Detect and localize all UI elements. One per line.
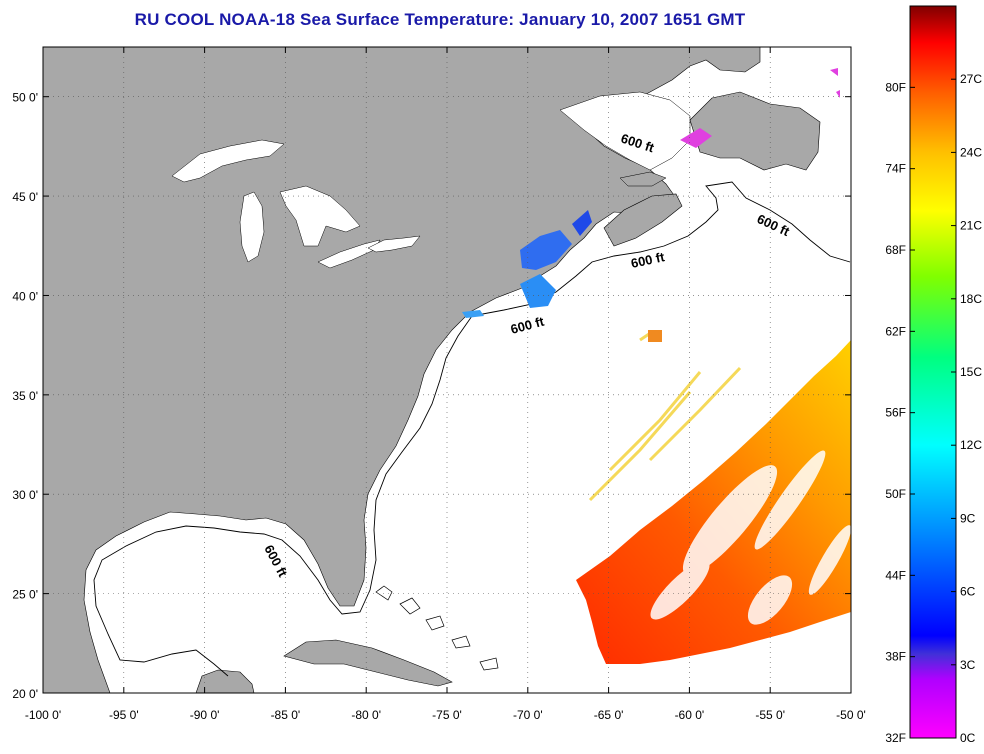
lon-tick-label: -95 0': [109, 708, 139, 722]
lon-tick-label: -75 0': [432, 708, 462, 722]
colorbar-f-label: 62F: [885, 324, 906, 338]
colorbar-f-label: 80F: [885, 80, 906, 94]
lat-tick-label: 20 0': [12, 687, 38, 701]
colorbar-ticks: [910, 78, 956, 739]
colorbar-f-label: 44F: [885, 568, 906, 582]
contour-600ft-south: [93, 315, 473, 677]
sst-cold-coastal: [462, 210, 592, 318]
colorbar-c-label: 3C: [960, 658, 976, 672]
lake-huron: [279, 185, 361, 247]
lake-ontario: [367, 235, 421, 253]
lon-tick-label: -65 0': [594, 708, 624, 722]
colorbar-c-label: 18C: [960, 292, 982, 306]
colorbar: [909, 5, 957, 739]
sst-cloud-gaps: [650, 450, 851, 625]
lat-tick-label: 40 0': [12, 289, 38, 303]
map-title: RU COOL NOAA-18 Sea Surface Temperature:…: [134, 10, 746, 29]
colorbar-c-label: 9C: [960, 511, 976, 525]
colorbar-f-label: 50F: [885, 487, 906, 501]
colorbar-f-label: 38F: [885, 650, 906, 664]
lon-tick-label: -90 0': [190, 708, 220, 722]
colorbar-fahrenheit-labels: 32F 38F 44F 50F 56F 62F 68F 74F 80F: [885, 80, 906, 745]
lon-tick-label: -100 0': [25, 708, 61, 722]
lat-tick-label: 30 0': [12, 488, 38, 502]
lat-tick-label: 35 0': [12, 389, 38, 403]
bahamas-islands: [375, 585, 499, 671]
cape-breton-land: [603, 193, 683, 247]
colorbar-f-label: 68F: [885, 243, 906, 257]
prince-edward-island: [619, 171, 667, 187]
lat-tick-label: 50 0': [12, 91, 38, 105]
colorbar-c-label: 0C: [960, 731, 976, 745]
lon-tick-label: -55 0': [755, 708, 785, 722]
colorbar-c-label: 15C: [960, 365, 982, 379]
lon-tick-label: -60 0': [675, 708, 705, 722]
colorbar-c-label: 24C: [960, 145, 982, 159]
lon-tick-label: -70 0': [513, 708, 543, 722]
colorbar-c-label: 12C: [960, 438, 982, 452]
gulf-st-lawrence: [559, 91, 691, 171]
lat-tick-label: 45 0': [12, 190, 38, 204]
yucatan-land: [195, 669, 255, 693]
lake-michigan: [239, 191, 265, 263]
lon-tick-label: -50 0': [836, 708, 866, 722]
lon-tick-label: -80 0': [351, 708, 381, 722]
sst-magenta-patches: [680, 68, 840, 148]
sst-yellow-streaks: [588, 330, 742, 502]
newfoundland-land: [689, 91, 821, 171]
cuba-land: [283, 639, 453, 687]
colorbar-c-label: 27C: [960, 72, 982, 86]
contour-label-georges-bank: 600 ft: [630, 249, 667, 271]
colorbar-f-label: 74F: [885, 162, 906, 176]
colorbar-c-label: 21C: [960, 219, 982, 233]
lon-tick-label: -85 0': [271, 708, 301, 722]
colorbar-f-label: 56F: [885, 406, 906, 420]
lat-tick-label: 25 0': [12, 588, 38, 602]
latitude-labels: 20 0' 25 0' 30 0' 35 0' 40 0' 45 0' 50 0': [12, 91, 38, 701]
sst-patch: [648, 330, 662, 342]
lake-superior: [171, 139, 285, 183]
longitude-labels: -100 0' -95 0' -90 0' -85 0' -80 0' -75 0' -70…: [25, 708, 866, 722]
colorbar-celsius-labels: 0C 3C 6C 9C 12C 15C 18C 21C 24C 27C: [960, 72, 982, 745]
contour-600ft: [471, 181, 851, 317]
colorbar-c-label: 6C: [960, 585, 976, 599]
map-ticks: [42, 47, 852, 694]
colorbar-f-label: 32F: [885, 731, 906, 745]
